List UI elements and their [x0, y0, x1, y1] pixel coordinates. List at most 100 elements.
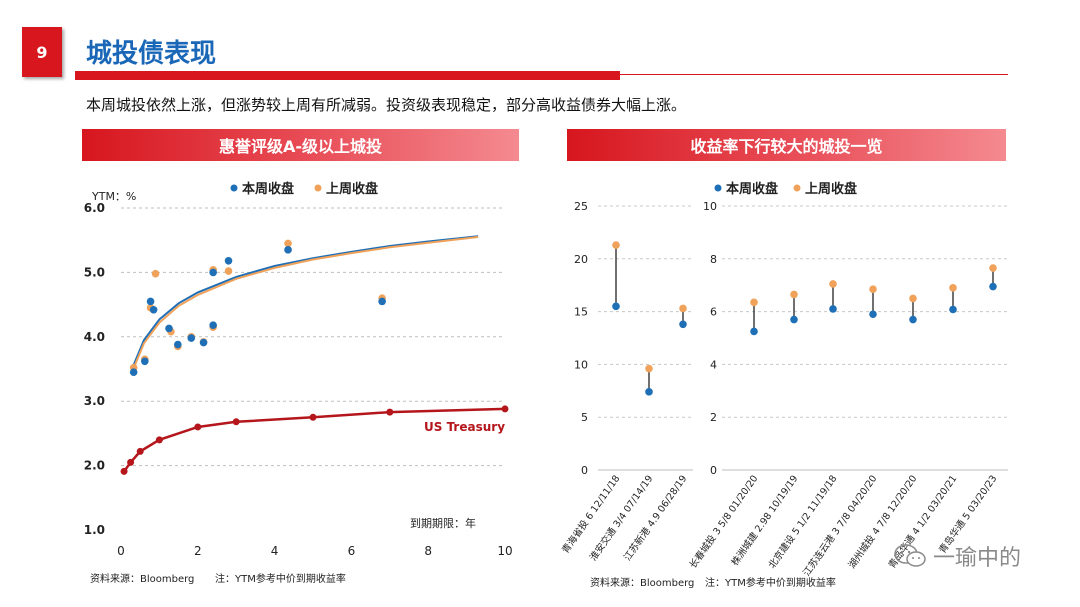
point-last-week: [829, 280, 837, 288]
category-label: 淮安交通 3/4 07/14/19: [587, 473, 655, 563]
point-last-week: [284, 239, 292, 248]
left-source: 资料来源：Bloomberg: [90, 572, 194, 585]
category-label: 株洲城建 2.98 10/19/19: [729, 473, 801, 568]
left-ylabel: YTM：%: [91, 190, 136, 203]
right-grid: [598, 205, 1008, 471]
point-this-week: [645, 388, 653, 396]
point-this-week: [149, 305, 158, 314]
point-this-week: [949, 305, 957, 314]
point-this-week: [909, 315, 917, 324]
right-source: 资料来源：Bloomberg: [590, 576, 694, 589]
category-label: 江苏新港 4.9 06/28/19: [621, 473, 689, 563]
treasury-point: [232, 418, 240, 426]
dumbbell-chart: 本周收盘 上周收盘 0 5 10 15 20 25 0 2 4 6 8 10 青海省投 6 12/11…: [559, 181, 1008, 589]
watermark-text: 一瑜中的: [933, 546, 1022, 571]
legend-label-last-week: 上周收盘: [326, 181, 378, 197]
point-last-week: [224, 267, 233, 275]
point-this-week: [209, 321, 217, 330]
right-y-ticks: 0 5 10 15 20 25 0 2 4 6 8 10: [574, 200, 717, 477]
y-tick-label: 4: [710, 358, 717, 371]
y-tick-label: 4.0: [84, 330, 105, 344]
point-this-week: [829, 305, 837, 313]
legend-label-last-week: 上周收盘: [805, 181, 857, 197]
point-this-week: [165, 324, 173, 333]
point-this-week: [199, 338, 208, 347]
point-this-week: [146, 297, 155, 306]
treasury-point: [120, 467, 128, 475]
wechat-icon: [894, 544, 926, 567]
x-tick-label: 6: [348, 544, 356, 558]
ytm-points: [129, 239, 386, 377]
summary-text: 本周城投依然上涨，但涨势较上周有所减弱。投资级表现稳定，部分高收益债券大幅上涨。: [86, 96, 687, 114]
y-tick-label: 20: [574, 253, 588, 266]
y-tick-label: 25: [574, 200, 588, 213]
left-xlabel: 到期期限：年: [410, 516, 476, 530]
y-tick-label: 15: [574, 306, 588, 319]
y-tick-label: 0: [581, 464, 588, 477]
point-last-week: [949, 284, 957, 292]
point-this-week: [612, 302, 620, 311]
y-tick-label: 2.0: [84, 459, 105, 473]
left-legend: 本周收盘 上周收盘: [230, 181, 378, 197]
legend-label-this-week: 本周收盘: [242, 181, 294, 197]
legend-dot-last-week: [314, 184, 322, 192]
legend-dot-last-week: [793, 184, 801, 192]
point-this-week: [129, 368, 138, 377]
page-number-badge: 9: [22, 27, 62, 77]
y-tick-label: 5: [581, 411, 588, 424]
point-this-week: [174, 340, 182, 349]
fit-curve: [131, 235, 479, 369]
treasury-point: [155, 436, 163, 444]
dumbbell-marks: [612, 241, 997, 396]
category-label: 青海省投 6 12/11/18: [559, 473, 622, 556]
x-tick-label: 0: [117, 544, 125, 558]
category-label: 江苏连云港 3 7/8 04/20/20: [800, 473, 879, 579]
left-x-ticks: 0 2 4 6 8 10: [117, 544, 512, 558]
ytm-scatter-chart: YTM：% 本周收盘 上周收盘 1.0 2.0 3.0 4.0 5.0 6.0 0 2 4 6 8…: [84, 181, 513, 585]
point-last-week: [151, 269, 160, 278]
treasury-curve: [120, 405, 509, 475]
watermark: 一瑜中的: [893, 540, 1021, 572]
point-this-week: [679, 320, 687, 329]
point-this-week: [750, 327, 758, 336]
y-tick-label: 5.0: [84, 265, 105, 279]
left-y-ticks: 1.0 2.0 3.0 4.0 5.0 6.0: [84, 201, 105, 537]
point-last-week: [989, 264, 997, 272]
y-tick-label: 2: [710, 411, 717, 424]
left-chart-title: 惠誉评级A-级以上城投: [82, 129, 519, 161]
x-tick-label: 4: [271, 544, 279, 558]
title-underline-bar: [75, 71, 620, 80]
point-last-week: [869, 285, 877, 293]
treasury-point: [194, 423, 202, 431]
legend-label-this-week: 本周收盘: [726, 181, 778, 197]
left-grid: [121, 207, 505, 467]
fit-curves: [131, 235, 479, 372]
point-last-week: [612, 241, 620, 249]
right-legend: 本周收盘 上周收盘: [714, 181, 857, 197]
point-this-week: [141, 357, 149, 366]
y-tick-label: 3.0: [84, 394, 105, 408]
treasury-label: US Treasury: [424, 420, 505, 434]
point-last-week: [790, 290, 798, 299]
y-tick-label: 6: [710, 306, 717, 319]
treasury-point: [136, 447, 144, 455]
point-this-week: [989, 282, 997, 291]
fit-curve: [131, 236, 479, 372]
point-this-week: [790, 315, 798, 324]
treasury-point: [309, 413, 317, 421]
category-label: 长春城投 3 5/8 01/20/20: [687, 473, 761, 571]
legend-dot-this-week: [230, 184, 238, 192]
treasury-point: [386, 408, 394, 416]
treasury-point: [501, 405, 509, 413]
y-tick-label: 1.0: [84, 523, 105, 537]
x-tick-label: 10: [497, 544, 512, 558]
point-this-week: [224, 257, 233, 265]
x-tick-label: 8: [424, 544, 432, 558]
y-tick-label: 6.0: [84, 201, 105, 215]
point-this-week: [869, 310, 877, 319]
category-label: 北京建设 5 1/2 11/19/18: [766, 473, 840, 571]
y-tick-label: 0: [710, 464, 717, 477]
point-this-week: [209, 268, 217, 277]
point-last-week: [679, 304, 687, 313]
y-tick-label: 10: [703, 200, 717, 213]
